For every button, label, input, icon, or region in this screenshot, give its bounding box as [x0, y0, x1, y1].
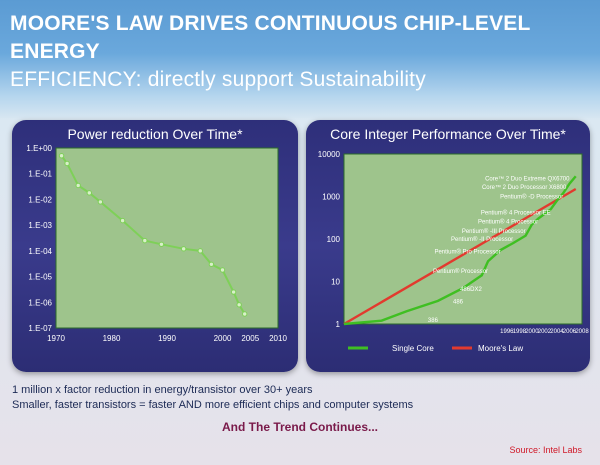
perf-y-tick-label: 100: [327, 235, 341, 244]
processor-annotation: 386: [428, 318, 439, 324]
perf-x-tick-label: 2000: [525, 329, 539, 335]
power-y-tick-label: 1.E-01: [28, 170, 52, 179]
power-data-point: [97, 199, 104, 205]
performance-chart-title: Core Integer Performance Over Time*: [330, 126, 566, 142]
perf-x-tick-label: 2004: [550, 329, 564, 335]
processor-annotation: Pentium® Processor: [433, 268, 488, 275]
performance-chart: 10000 1000 100 10 1 1996 1998 2000 2002 2004 2006 2…: [318, 150, 590, 353]
legend-single-core-label: Single Core: [392, 344, 434, 353]
power-data-point: [208, 261, 215, 268]
bullet-2: Smaller, faster transistors = faster AND…: [12, 399, 414, 411]
processor-annotation: Pentium® 4 Processor: [478, 219, 538, 226]
power-data-point: [119, 217, 126, 224]
perf-y-tick-label: 1000: [322, 193, 340, 202]
title-line-1: MOORE'S LAW DRIVES CONTINUOUS CHIP-LEVEL…: [10, 12, 531, 63]
power-y-tick-label: 1.E-02: [28, 195, 52, 204]
perf-x-tick-label: 2002: [538, 329, 552, 335]
bullet-1: 1 million x factor reduction in energy/t…: [12, 384, 313, 396]
processor-annotation: Core™ 2 Duo Processor X6800: [482, 184, 567, 191]
perf-y-tick-label: 10: [331, 278, 340, 287]
perf-x-tick-label: 2006: [563, 329, 577, 335]
slide-title: MOORE'S LAW DRIVES CONTINUOUS CHIP-LEVEL…: [10, 10, 580, 94]
legend-moores-law-label: Moore's Law: [478, 344, 523, 353]
power-x-tick-label: 2005: [241, 334, 259, 343]
source-label: Source: Intel Labs: [509, 445, 582, 455]
power-x-tick-label: 1990: [158, 334, 176, 343]
power-y-tick-label: 1.E+00: [26, 144, 52, 153]
perf-x-tick-label: 1996: [500, 329, 514, 335]
power-data-point: [86, 190, 93, 196]
power-chart-panel: Power reduction Over Time* 1.E+00 1.E-01 1…: [12, 120, 298, 372]
processor-annotation: Pentium® 4 Processor EE: [481, 209, 551, 216]
power-data-point: [180, 246, 187, 252]
power-x-tick-label: 2000: [214, 334, 232, 343]
power-x-tick-label: 1970: [47, 334, 65, 343]
perf-x-tick-label: 1998: [513, 329, 527, 335]
performance-chart-panel: Core Integer Performance Over Time* 1000…: [306, 120, 590, 372]
power-y-tick-label: 1.E-03: [28, 221, 52, 230]
title-band: [0, 0, 600, 118]
perf-plot-area: [343, 153, 583, 325]
single-core-line: [343, 175, 577, 326]
power-data-point: [142, 237, 148, 244]
power-data-point: [219, 267, 226, 273]
power-x-tick-label: 1980: [103, 334, 121, 343]
processor-annotation: 486DX2: [460, 287, 482, 293]
power-chart-title: Power reduction Over Time*: [67, 126, 243, 142]
perf-x-tick-label: 2008: [575, 329, 589, 335]
power-data-point: [242, 311, 248, 317]
power-plot-area: [55, 147, 279, 329]
power-y-tick-label: 1.E-07: [28, 324, 52, 333]
power-data-point: [197, 248, 204, 254]
power-data-point: [158, 241, 165, 247]
bullet-list: 1 million x factor reduction in energy/t…: [12, 383, 413, 413]
power-chart: 1.E+00 1.E-01 1.E-02 1.E-03 1.E-04 1.E-05 1.E-…: [26, 144, 287, 343]
power-y-tick-label: 1.E-05: [28, 273, 52, 282]
power-data-point: [230, 289, 237, 295]
trend-text: And The Trend Continues...: [222, 420, 378, 434]
title-line-2: EFFICIENCY: directly support Sustainabil…: [10, 68, 426, 91]
perf-y-tick-label: 1: [336, 320, 341, 329]
perf-y-tick-label: 10000: [318, 150, 341, 159]
power-data-point: [64, 160, 70, 167]
power-data-point: [75, 182, 81, 189]
moores-law-line: [343, 187, 577, 326]
processor-annotation: Pentium® -D Processor: [500, 193, 563, 200]
processor-annotation: Pentium® Pro Processor: [434, 249, 500, 256]
power-data-point: [236, 302, 242, 308]
power-y-tick-label: 1.E-06: [28, 298, 52, 307]
power-data-point: [58, 153, 65, 159]
processor-annotation: Pentium® -III Processor: [462, 228, 526, 235]
processor-annotation: Pentium® -II Processor: [451, 236, 513, 243]
processor-annotation: 486: [453, 300, 464, 306]
power-y-tick-label: 1.E-04: [28, 247, 52, 256]
power-x-tick-label: 2010: [269, 334, 287, 343]
processor-annotation: Core™ 2 Duo Extreme QX6700: [485, 175, 570, 182]
